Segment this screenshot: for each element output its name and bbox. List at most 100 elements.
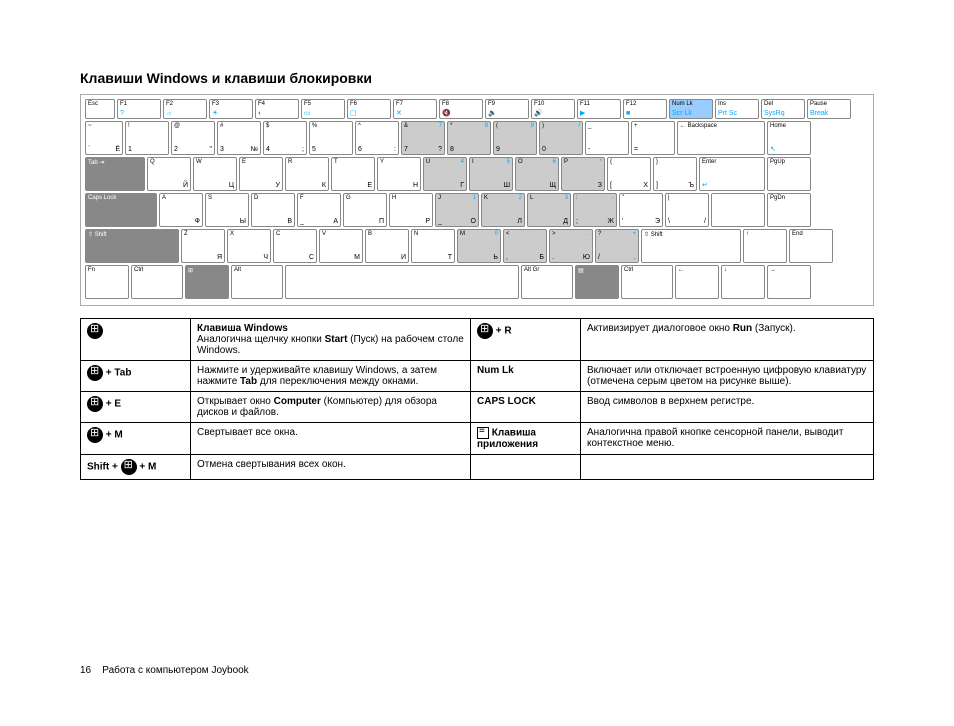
key: WЦ — [193, 157, 237, 191]
key: }]Ъ — [653, 157, 697, 191]
page-title: Клавиши Windows и клавиши блокировки — [80, 70, 874, 86]
key: &77? — [401, 121, 445, 155]
key: !1 — [125, 121, 169, 155]
key: ▤ — [575, 265, 619, 299]
shortcut-description: Открывает окно Computer (Компьютер) для … — [191, 392, 471, 423]
key: PauseBreak — [807, 99, 851, 119]
key: {[Х — [607, 157, 651, 191]
key: "'Э — [619, 193, 663, 227]
key: ^6: — [355, 121, 399, 155]
key: Home↖ — [767, 121, 811, 155]
key: ⇧ Shift — [85, 229, 179, 263]
key: |\/ — [665, 193, 709, 227]
key: F_А — [297, 193, 341, 227]
key: F10🔊 — [531, 99, 575, 119]
key: O6Щ — [515, 157, 559, 191]
key: YН — [377, 157, 421, 191]
key: _- — [585, 121, 629, 155]
shortcut-description — [581, 455, 874, 480]
shortcut-combo: CAPS LOCK — [471, 392, 581, 423]
windows-icon — [87, 323, 103, 339]
key: F5▭ — [301, 99, 345, 119]
key: @2" — [171, 121, 215, 155]
windows-icon — [87, 365, 103, 381]
page-footer: 16 Работа с компьютером Joybook — [80, 665, 249, 676]
key: QЙ — [147, 157, 191, 191]
shortcut-combo: Num Lk — [471, 361, 581, 392]
key — [711, 193, 765, 227]
shortcut-description: Ввод символов в верхнем регистре. — [581, 392, 874, 423]
key: ?+/. — [595, 229, 639, 263]
key: DelSysRq — [761, 99, 805, 119]
key: %5 — [309, 121, 353, 155]
key: PgDn — [767, 193, 811, 227]
key: F6▢ — [347, 99, 391, 119]
key: F2☼ — [163, 99, 207, 119]
key: ⇧ Shift — [641, 229, 741, 263]
key: HР — [389, 193, 433, 227]
key: ~`Ё — [85, 121, 123, 155]
key: PgUp — [767, 157, 811, 191]
key: XЧ — [227, 229, 271, 263]
key: >..Ю — [549, 229, 593, 263]
key: F12■ — [623, 99, 667, 119]
key: *88 — [447, 121, 491, 155]
footer-text: Работа с компьютером Joybook — [102, 665, 248, 676]
key: EУ — [239, 157, 283, 191]
key: L3Д — [527, 193, 571, 227]
windows-icon — [87, 396, 103, 412]
key: K2Л — [481, 193, 525, 227]
key: #3№ — [217, 121, 261, 155]
key: Fn — [85, 265, 129, 299]
shortcut-description: Активизирует диалоговое окно Run (Запуск… — [581, 319, 874, 361]
shortcut-description: Включает или отключает встроенную цифров… — [581, 361, 874, 392]
key: Enter↵ — [699, 157, 765, 191]
key: Num LkScr Lk — [669, 99, 713, 119]
key: VМ — [319, 229, 363, 263]
key: <,Б — [503, 229, 547, 263]
shortcut-description: Свертывает все окна. — [191, 423, 471, 455]
key: ZЯ — [181, 229, 225, 263]
key: F7✕ — [393, 99, 437, 119]
key: Tab ⇥ — [85, 157, 145, 191]
key: F4◐ — [255, 99, 299, 119]
key: J1_О — [435, 193, 479, 227]
key: RК — [285, 157, 329, 191]
key: End — [789, 229, 833, 263]
key: ↓ — [721, 265, 765, 299]
key: M0Ь — [457, 229, 501, 263]
key: NТ — [411, 229, 455, 263]
key: )/0 — [539, 121, 583, 155]
key: Ctrl — [131, 265, 183, 299]
shortcut-combo: Shift + + M — [81, 455, 191, 480]
key: F8🔇 — [439, 99, 483, 119]
shortcut-combo — [471, 455, 581, 480]
key: BИ — [365, 229, 409, 263]
key: Ctrl — [621, 265, 673, 299]
key: SЫ — [205, 193, 249, 227]
key: TЕ — [331, 157, 375, 191]
key: += — [631, 121, 675, 155]
windows-icon — [477, 323, 493, 339]
shortcut-description: Клавиша WindowsАналогична щелчку кнопки … — [191, 319, 471, 361]
key: F9🔉 — [485, 99, 529, 119]
key: ← Backspace — [677, 121, 765, 155]
windows-icon — [121, 459, 137, 475]
key: Esc — [85, 99, 115, 119]
key: ⊞ — [185, 265, 229, 299]
shortcut-combo — [81, 319, 191, 361]
key: I5Ш — [469, 157, 513, 191]
key: $4; — [263, 121, 307, 155]
page-number: 16 — [80, 665, 91, 676]
key: F1? — [117, 99, 161, 119]
key — [285, 265, 519, 299]
key: → — [767, 265, 811, 299]
key: Caps Lock — [85, 193, 157, 227]
app-menu-icon — [477, 427, 489, 439]
key: P*З — [561, 157, 605, 191]
shortcut-combo: + M — [81, 423, 191, 455]
key: GП — [343, 193, 387, 227]
shortcut-combo: + R — [471, 319, 581, 361]
shortcut-combo: + Tab — [81, 361, 191, 392]
key: U4Г — [423, 157, 467, 191]
